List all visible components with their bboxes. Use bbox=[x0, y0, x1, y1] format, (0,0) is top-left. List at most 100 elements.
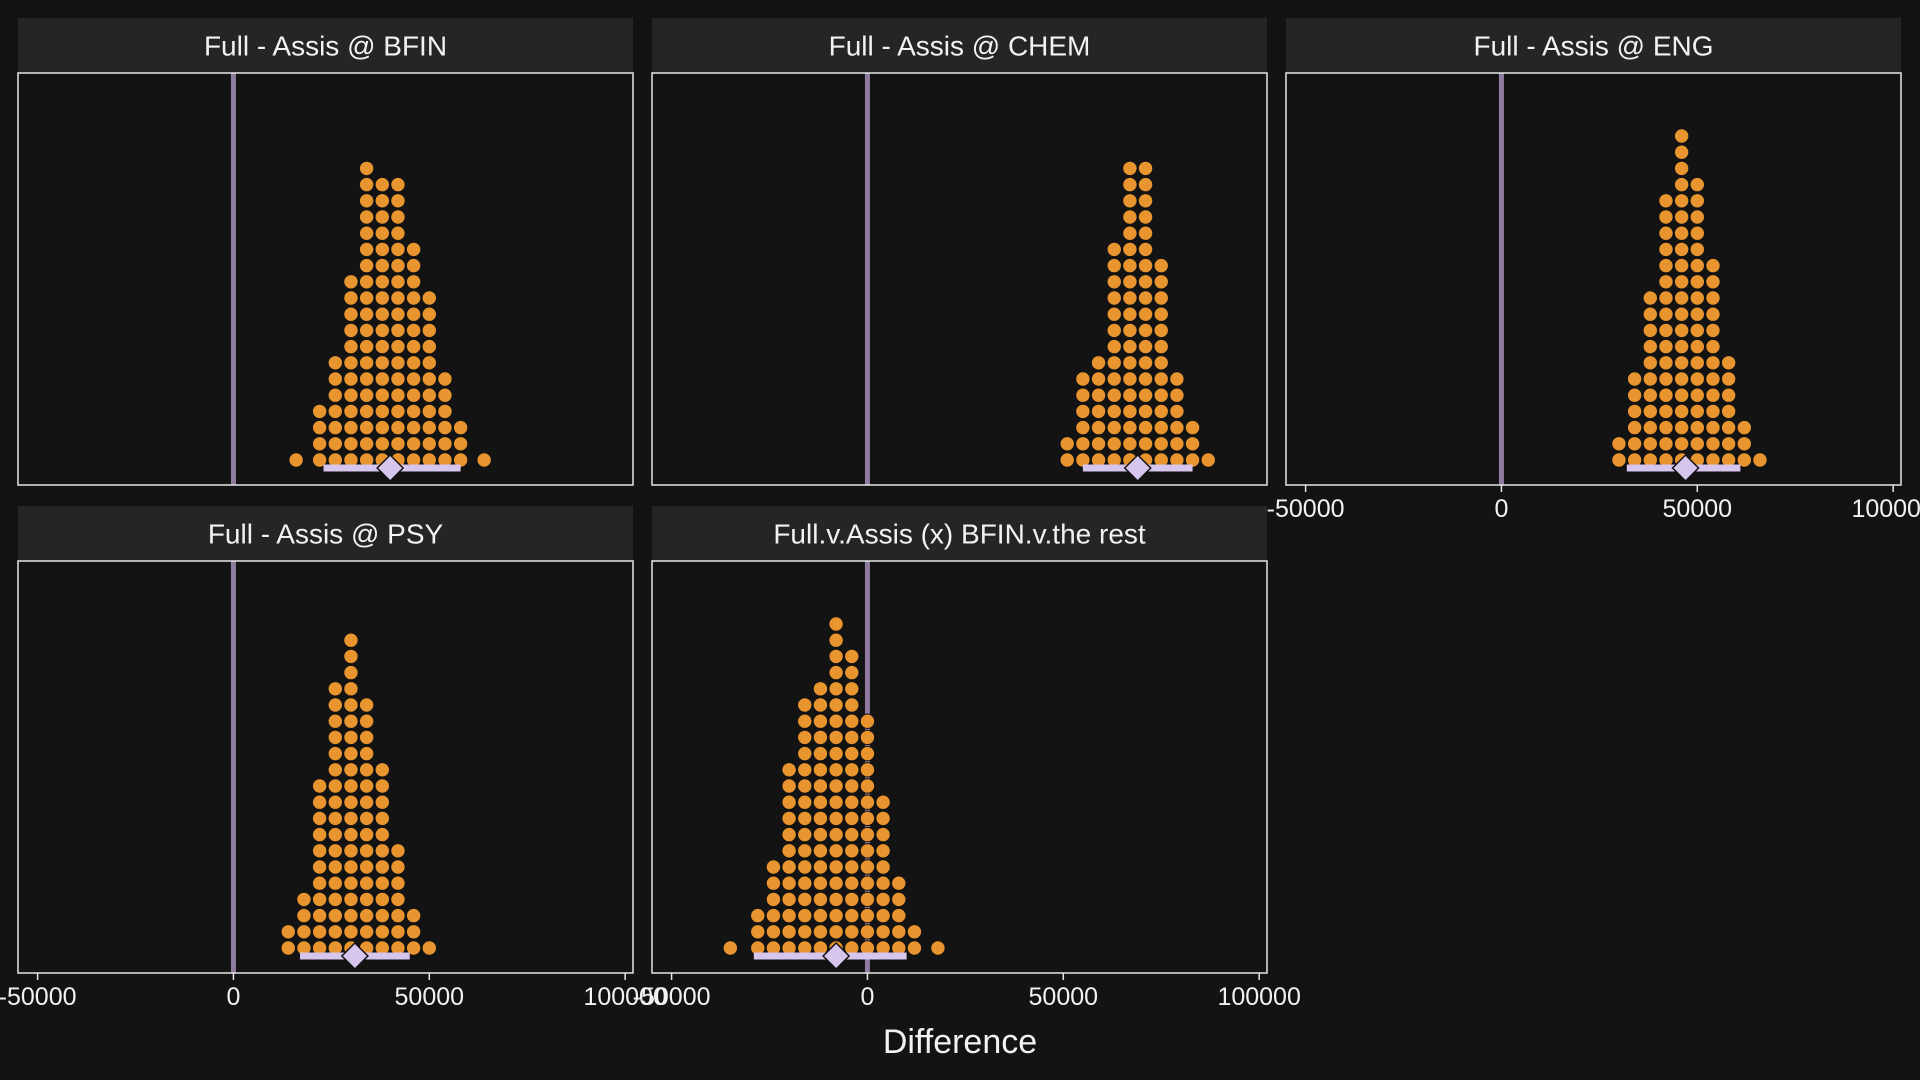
data-dot bbox=[1642, 290, 1658, 306]
data-dot bbox=[1075, 436, 1091, 452]
plot-area bbox=[652, 561, 1267, 973]
data-dot bbox=[1122, 257, 1138, 274]
data-dot bbox=[1090, 387, 1107, 403]
data-dot bbox=[1153, 306, 1169, 322]
data-dot bbox=[1122, 290, 1138, 306]
x-tick-label: -50000 bbox=[633, 983, 711, 1011]
data-dot bbox=[421, 403, 438, 420]
data-dot bbox=[844, 924, 860, 940]
data-dot bbox=[750, 907, 766, 924]
facet-strip bbox=[18, 506, 633, 561]
data-dot bbox=[390, 209, 406, 225]
data-dot bbox=[875, 875, 891, 891]
facet-strip bbox=[18, 18, 633, 73]
data-dot bbox=[374, 241, 390, 258]
data-dot bbox=[374, 274, 390, 290]
data-dot bbox=[288, 452, 304, 468]
data-dot bbox=[1122, 193, 1138, 209]
data-dot bbox=[1673, 144, 1690, 160]
data-dot bbox=[358, 225, 375, 241]
data-dot bbox=[812, 794, 829, 810]
data-dot bbox=[1658, 371, 1674, 387]
data-dot bbox=[311, 794, 328, 810]
data-dot bbox=[844, 762, 860, 778]
data-dot bbox=[1720, 371, 1737, 387]
data-dot bbox=[812, 924, 829, 940]
data-dot bbox=[859, 762, 876, 778]
data-dot bbox=[1658, 290, 1674, 306]
data-dot bbox=[1075, 387, 1091, 403]
data-dot bbox=[1200, 452, 1216, 468]
data-dot bbox=[797, 794, 813, 810]
data-dot bbox=[280, 940, 296, 956]
data-dot bbox=[358, 859, 375, 875]
data-dot bbox=[1689, 241, 1706, 258]
data-dot bbox=[358, 176, 375, 193]
data-dot bbox=[844, 713, 860, 729]
data-dot bbox=[390, 274, 406, 290]
data-dot bbox=[1122, 419, 1138, 436]
data-dot bbox=[437, 371, 453, 387]
data-dot bbox=[452, 436, 469, 452]
data-dot bbox=[1106, 371, 1122, 387]
data-dot bbox=[1626, 371, 1643, 387]
data-dot bbox=[327, 403, 343, 420]
x-tick-label: 0 bbox=[226, 983, 240, 1011]
data-dot bbox=[358, 322, 375, 339]
data-dot bbox=[405, 290, 422, 306]
data-dot bbox=[1059, 436, 1075, 452]
data-dot bbox=[327, 875, 343, 891]
data-dot bbox=[405, 355, 422, 371]
point-estimate-diamond bbox=[1123, 453, 1152, 483]
data-dot bbox=[374, 891, 390, 908]
data-dot bbox=[421, 436, 438, 452]
data-dot bbox=[1090, 419, 1107, 436]
data-dot bbox=[1106, 355, 1122, 371]
data-dot bbox=[327, 681, 343, 697]
data-dot bbox=[797, 810, 813, 827]
data-dot bbox=[1106, 306, 1122, 322]
data-dot bbox=[327, 778, 343, 794]
data-dot bbox=[1137, 209, 1154, 225]
data-dot bbox=[374, 290, 390, 306]
data-dot bbox=[358, 193, 375, 209]
data-dot bbox=[844, 859, 860, 875]
data-dot bbox=[1705, 419, 1721, 436]
data-dot bbox=[797, 826, 813, 843]
data-dot bbox=[1059, 452, 1075, 468]
data-dot bbox=[828, 826, 844, 843]
data-dot bbox=[1611, 436, 1627, 452]
data-dot bbox=[311, 907, 328, 924]
data-dot bbox=[343, 859, 359, 875]
data-dot bbox=[1122, 371, 1138, 387]
data-dot bbox=[327, 907, 343, 924]
data-dot bbox=[1153, 419, 1169, 436]
data-dot bbox=[390, 843, 406, 859]
data-dot bbox=[374, 419, 390, 436]
facet-strip bbox=[652, 506, 1267, 561]
data-dot bbox=[1720, 436, 1737, 452]
data-dot bbox=[327, 387, 343, 403]
data-dot bbox=[1106, 274, 1122, 290]
data-dot bbox=[1689, 355, 1706, 371]
data-dot bbox=[828, 681, 844, 697]
data-dot bbox=[311, 891, 328, 908]
data-dot bbox=[1137, 225, 1154, 241]
data-dot bbox=[374, 403, 390, 420]
data-dot bbox=[358, 745, 375, 762]
data-dot bbox=[765, 924, 782, 940]
panel-border bbox=[651, 72, 1268, 486]
data-dot bbox=[750, 924, 766, 940]
data-dot bbox=[343, 697, 359, 713]
data-dot bbox=[1658, 274, 1674, 290]
data-dot bbox=[1122, 387, 1138, 403]
x-tick-label: 0 bbox=[1494, 495, 1508, 523]
data-dot bbox=[390, 907, 406, 924]
data-dot bbox=[765, 875, 782, 891]
data-dot bbox=[311, 778, 328, 794]
data-dot bbox=[311, 403, 328, 420]
x-axis-title: Difference bbox=[883, 1023, 1037, 1061]
data-dot bbox=[812, 826, 829, 843]
data-dot bbox=[343, 681, 359, 697]
data-dot bbox=[405, 274, 422, 290]
